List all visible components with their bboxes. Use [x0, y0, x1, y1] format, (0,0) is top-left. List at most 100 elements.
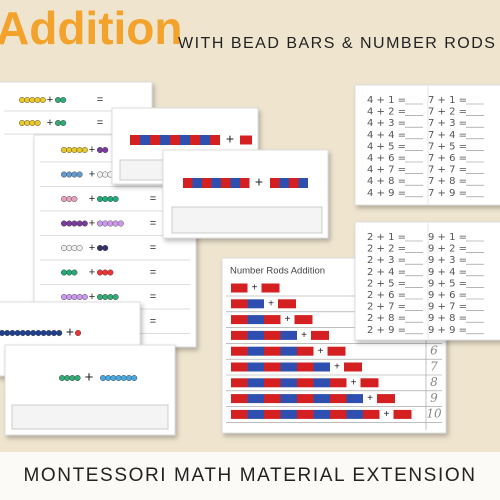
rod-segment [160, 135, 170, 145]
equation: 9 + 4 = [428, 267, 467, 278]
answer-box [171, 206, 323, 234]
bead [76, 146, 83, 153]
bead [51, 330, 58, 337]
sheet-title: Number Rods Addition [230, 266, 325, 277]
bead [96, 195, 103, 202]
equation: 9 + 2 = [428, 244, 467, 255]
bead [24, 119, 31, 126]
rod-segment [377, 394, 395, 404]
plus-sign: + [47, 94, 53, 106]
plus-sign: + [318, 346, 324, 357]
bead [76, 171, 83, 178]
rod-segment [344, 362, 362, 372]
bead [39, 96, 46, 103]
bead [61, 244, 68, 251]
rod-segment [264, 378, 281, 388]
equals-sign: = [150, 315, 156, 327]
answer: 7 [430, 359, 438, 373]
answer: 8 [430, 375, 438, 389]
bead [96, 171, 103, 178]
rod-segment [297, 394, 314, 404]
materials: +=+=+=+=+=+=+=+=+=+=++Number Rods Additi… [0, 81, 500, 436]
equation: 7 + 1 = [428, 95, 467, 106]
bead [102, 146, 109, 153]
bead [59, 375, 66, 382]
equation: 9 + 6 = [428, 290, 467, 301]
rod-segment [247, 362, 264, 372]
equation: 2 + 6 = [367, 290, 406, 301]
rod-segment [230, 178, 240, 188]
bead [25, 330, 32, 337]
rod-segment [294, 315, 313, 325]
equation: 9 + 9 = [428, 325, 467, 336]
equation: 2 + 2 = [367, 244, 406, 255]
bead [56, 330, 63, 337]
equation: 7 + 9 = [428, 188, 467, 199]
rod-segment [327, 346, 346, 356]
bead [66, 269, 73, 276]
equation: 4 + 9 = [367, 188, 406, 199]
bead [60, 119, 67, 126]
bead [96, 146, 103, 153]
bead [71, 294, 78, 301]
equation: 2 + 7 = [367, 302, 406, 313]
bead [69, 375, 76, 382]
bead [81, 294, 88, 301]
equation: 4 + 6 = [367, 153, 406, 164]
bead [55, 119, 62, 126]
rod-segment [180, 135, 190, 145]
rod-segment [231, 409, 248, 419]
rod-segment [231, 362, 248, 372]
rod-segment [231, 315, 248, 325]
equals-sign: = [97, 117, 103, 129]
equation: 2 + 3 = [367, 255, 406, 266]
bead [4, 330, 11, 337]
rod-segment [170, 135, 180, 145]
bead [71, 146, 78, 153]
plus-sign: + [255, 174, 263, 190]
bead [14, 330, 21, 337]
bead [29, 119, 36, 126]
plus-sign: + [89, 168, 95, 180]
subtitle: WITH BEAD BARS & NUMBER RODS [178, 35, 496, 52]
rod-segment [200, 135, 210, 145]
rod-segment [297, 346, 314, 356]
rod-segment [297, 378, 314, 388]
bead [96, 220, 103, 227]
bead [64, 375, 71, 382]
bead [107, 269, 114, 276]
equation: 7 + 3 = [428, 118, 467, 129]
equation: 2 + 4 = [367, 267, 406, 278]
rod-segment [279, 178, 289, 188]
plus-sign: + [285, 314, 291, 325]
rod-segment [264, 346, 281, 356]
equation: 2 + 1 = [367, 232, 406, 243]
rod-segment [313, 394, 330, 404]
answer: 10 [426, 407, 442, 421]
bead [19, 96, 26, 103]
plus-sign: + [89, 193, 95, 205]
bead [120, 375, 127, 382]
bead [71, 171, 78, 178]
rod-segment [360, 378, 379, 388]
rod-segment [280, 346, 297, 356]
bead [0, 330, 5, 336]
bead [19, 119, 26, 126]
footer-band [0, 452, 500, 500]
bead [96, 244, 103, 251]
equation: 4 + 4 = [367, 130, 406, 141]
rod-segment [150, 135, 160, 145]
rod-segment [280, 362, 297, 372]
rod-segment [280, 394, 297, 404]
equation: 7 + 7 = [428, 165, 467, 176]
plus-sign: + [85, 369, 94, 386]
bead [66, 244, 73, 251]
plus-sign: + [367, 393, 373, 404]
rod-segment [330, 394, 347, 404]
plus-sign: + [89, 144, 95, 156]
bead [19, 330, 26, 337]
rod-segment [297, 362, 314, 372]
rod-segment [210, 135, 220, 145]
rod-segment [278, 299, 296, 309]
bead [76, 294, 83, 301]
